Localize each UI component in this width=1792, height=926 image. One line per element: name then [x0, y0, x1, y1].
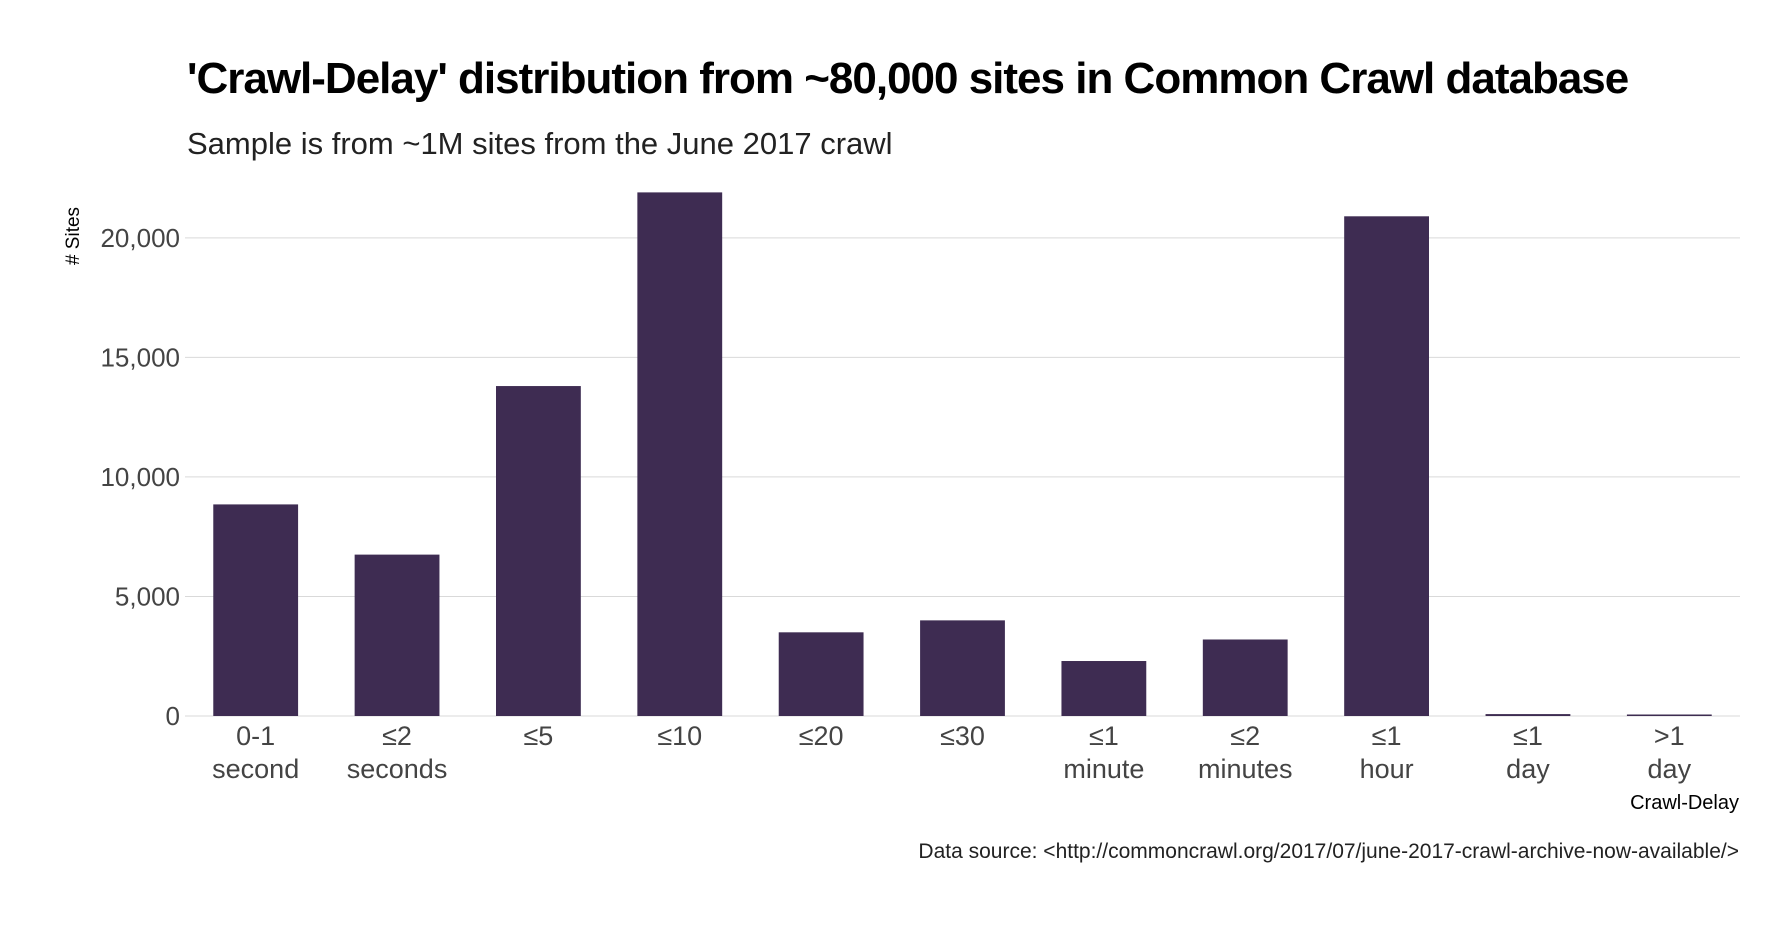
- x-tick-label: ≤1: [1372, 721, 1402, 751]
- x-tick-label: ≤2: [382, 721, 412, 751]
- x-tick-label: ≤1: [1513, 721, 1543, 751]
- x-tick-label: ≤5: [523, 721, 553, 751]
- bar-layer: [213, 192, 1712, 717]
- x-tick-label: ≤2: [1230, 721, 1260, 751]
- y-tick-label: 15,000: [100, 342, 180, 372]
- y-tick-label: 20,000: [100, 223, 180, 253]
- x-tick-label: day: [1648, 754, 1692, 784]
- bar: [1626, 714, 1712, 716]
- bar: [1202, 639, 1288, 716]
- x-tick-label: second: [212, 754, 299, 784]
- bar: [920, 620, 1005, 716]
- y-tick-label: 0: [166, 701, 180, 731]
- bar: [354, 554, 440, 716]
- x-tick-label: ≤10: [657, 721, 702, 751]
- x-axis-label: Crawl-Delay: [1630, 792, 1739, 814]
- bar: [1485, 714, 1571, 716]
- x-tick-label: minutes: [1198, 754, 1293, 784]
- x-tick-label: >1: [1654, 721, 1685, 751]
- chart-subtitle: Sample is from ~1M sites from the June 2…: [187, 126, 893, 161]
- x-tick-label: ≤1: [1089, 721, 1119, 751]
- y-tick-labels: 0 5,000 10,000 15,000 20,000: [100, 223, 180, 731]
- bar: [213, 504, 299, 716]
- y-tick-label: 10,000: [100, 462, 180, 492]
- bar: [1344, 216, 1429, 717]
- x-tick-label: seconds: [347, 754, 448, 784]
- x-tick-label: minute: [1063, 754, 1144, 784]
- x-tick-label: ≤20: [799, 721, 844, 751]
- data-source-caption: Data source: <http://commoncrawl.org/201…: [918, 840, 1739, 863]
- x-tick-label: day: [1506, 754, 1550, 784]
- y-tick-label: 5,000: [115, 581, 180, 611]
- bar: [496, 386, 581, 716]
- bar: [637, 192, 723, 716]
- x-tick-label: ≤30: [940, 721, 985, 751]
- x-tick-label: hour: [1360, 754, 1414, 784]
- x-tick-label: 0-1: [236, 721, 275, 751]
- bar: [778, 632, 864, 716]
- bar: [1061, 661, 1147, 716]
- chart-title: 'Crawl-Delay' distribution from ~80,000 …: [187, 54, 1629, 103]
